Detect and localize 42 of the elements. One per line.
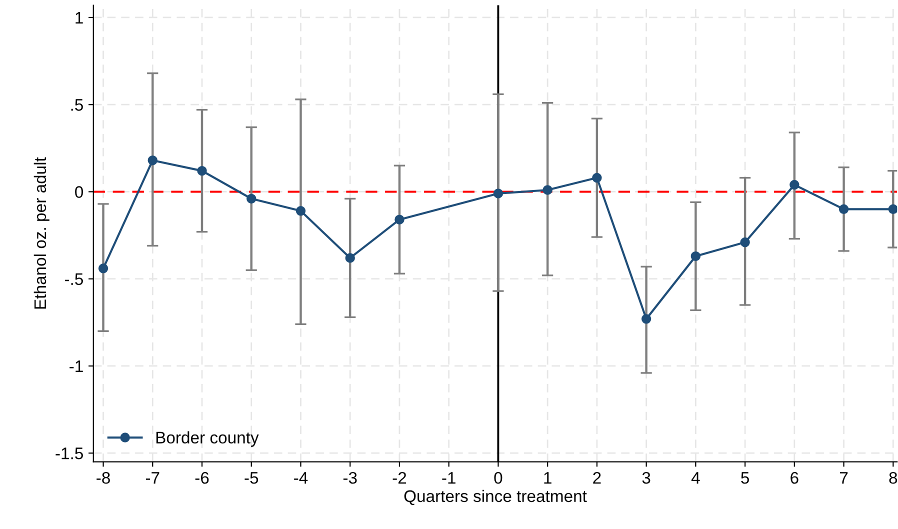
x-tick-label: -4 xyxy=(294,472,308,484)
point xyxy=(345,253,355,263)
point xyxy=(246,194,256,204)
legend-label: Border county xyxy=(156,431,259,447)
x-tick-label: 4 xyxy=(691,472,700,484)
point xyxy=(98,264,108,274)
x-tick-label: 3 xyxy=(642,472,650,484)
point xyxy=(197,166,207,176)
y-tick-label: 0 xyxy=(75,186,84,198)
x-tick-label: 6 xyxy=(790,472,798,484)
x-tick-label: -8 xyxy=(96,472,110,484)
point xyxy=(641,314,652,324)
y-axis-title: Ethanol oz. per adult xyxy=(34,157,50,309)
point xyxy=(394,214,404,224)
point xyxy=(838,204,849,214)
point xyxy=(592,172,602,183)
point xyxy=(148,156,158,166)
x-tick-label: -7 xyxy=(146,472,160,484)
point xyxy=(740,237,750,248)
y-tick-label: 1 xyxy=(76,12,83,24)
x-tick-label: -5 xyxy=(244,472,258,484)
x-tick-label: -1 xyxy=(442,472,456,484)
point xyxy=(790,180,800,190)
x-axis-title: Quarters since treatment xyxy=(404,490,587,506)
point xyxy=(296,206,306,216)
y-tick-label: -1 xyxy=(70,360,83,372)
y-tick-label: -1.5 xyxy=(56,448,83,460)
y-tick-label: .5 xyxy=(71,99,83,111)
point xyxy=(542,185,552,195)
point xyxy=(888,204,898,214)
x-tick-label: -3 xyxy=(343,472,357,484)
x-tick-label: 7 xyxy=(840,472,848,484)
x-tick-label: 8 xyxy=(889,472,898,484)
x-tick-label: -6 xyxy=(195,472,209,484)
x-tick-label: 2 xyxy=(593,472,601,484)
point xyxy=(493,188,504,198)
x-tick-label: 5 xyxy=(741,472,749,484)
x-tick-label: 1 xyxy=(544,472,552,484)
x-tick-label: 0 xyxy=(494,472,502,484)
point xyxy=(690,251,701,262)
x-tick-label: -2 xyxy=(392,472,406,484)
y-tick-label: -.5 xyxy=(64,273,83,286)
